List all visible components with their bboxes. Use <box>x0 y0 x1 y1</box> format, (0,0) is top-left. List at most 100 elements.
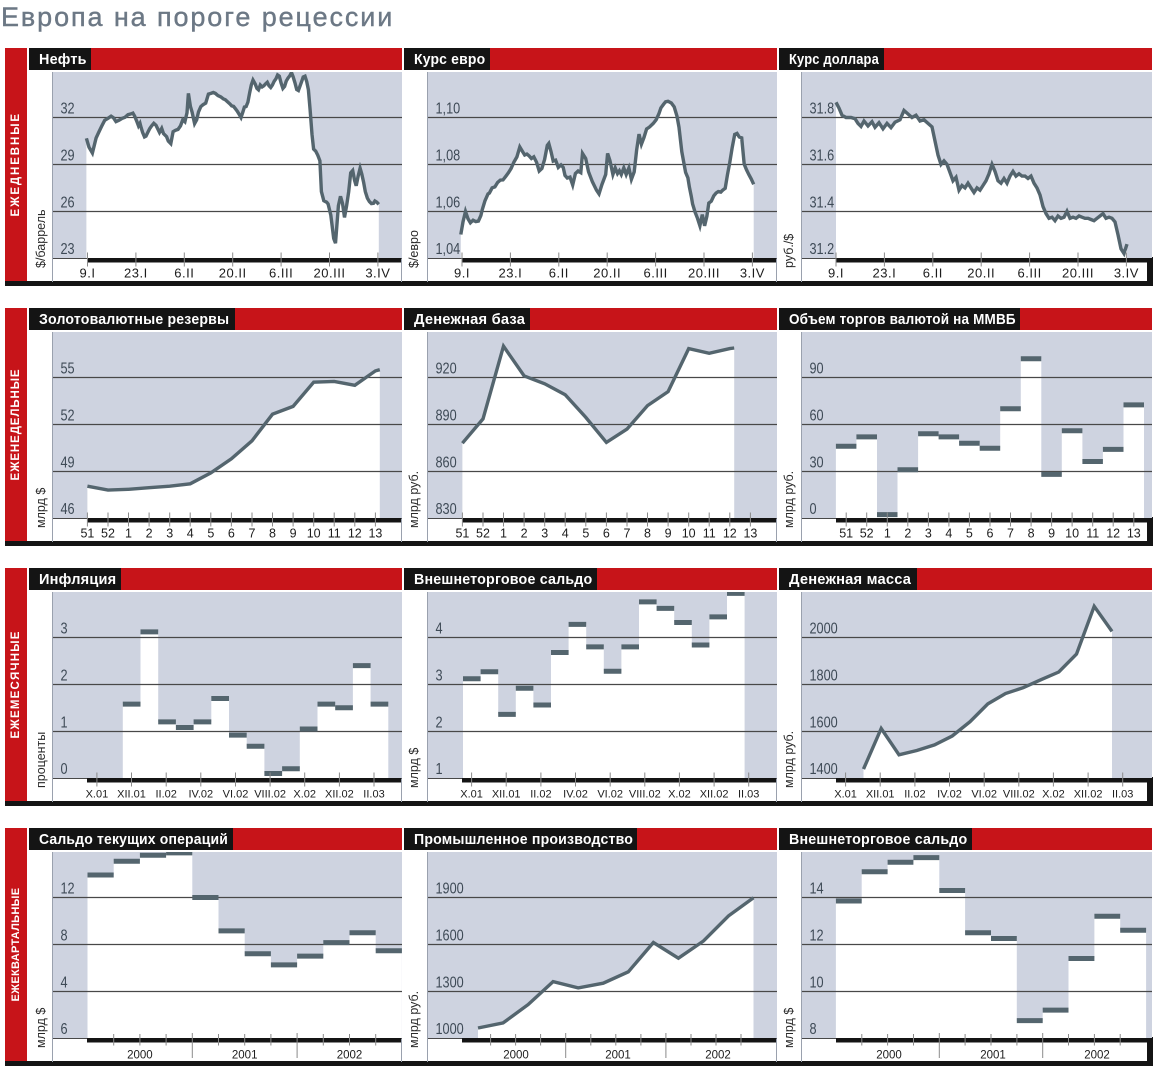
svg-text:9.I: 9.I <box>828 266 844 281</box>
svg-text:23: 23 <box>61 241 75 258</box>
svg-text:6.III: 6.III <box>644 266 668 281</box>
svg-text:4: 4 <box>187 527 194 541</box>
svg-text:II.02: II.02 <box>155 789 176 801</box>
svg-text:20.III: 20.III <box>688 266 720 281</box>
svg-text:8: 8 <box>810 1021 817 1038</box>
svg-text:X.02: X.02 <box>293 789 316 801</box>
svg-text:23.I: 23.I <box>124 266 148 281</box>
svg-text:23.I: 23.I <box>499 266 523 281</box>
svg-text:13: 13 <box>1127 527 1141 541</box>
svg-text:3: 3 <box>925 527 932 541</box>
svg-text:60: 60 <box>810 407 824 424</box>
svg-text:X.02: X.02 <box>1042 789 1065 801</box>
svg-text:23.I: 23.I <box>873 266 897 281</box>
svg-text:2000: 2000 <box>876 1050 902 1062</box>
svg-text:1400: 1400 <box>810 761 838 778</box>
svg-text:VI.02: VI.02 <box>223 789 249 801</box>
svg-text:2000: 2000 <box>127 1050 153 1062</box>
svg-text:29: 29 <box>61 147 75 164</box>
svg-text:8: 8 <box>644 527 651 541</box>
svg-text:11: 11 <box>328 527 341 541</box>
svg-text:20.III: 20.III <box>314 266 346 281</box>
svg-text:1: 1 <box>61 714 68 731</box>
svg-text:3.IV: 3.IV <box>740 266 765 281</box>
svg-text:1: 1 <box>500 527 507 541</box>
svg-text:VIII.02: VIII.02 <box>1003 789 1035 801</box>
svg-text:49: 49 <box>61 454 75 471</box>
svg-text:8: 8 <box>61 927 68 944</box>
svg-text:2002: 2002 <box>705 1050 731 1062</box>
svg-text:1600: 1600 <box>436 927 464 944</box>
svg-text:26: 26 <box>61 194 75 211</box>
svg-text:9.I: 9.I <box>80 266 96 281</box>
svg-text:6: 6 <box>228 527 235 541</box>
svg-text:51: 51 <box>80 527 94 541</box>
svg-text:830: 830 <box>436 501 457 518</box>
svg-text:12: 12 <box>348 527 362 541</box>
svg-text:52: 52 <box>61 407 75 424</box>
svg-text:2: 2 <box>61 667 68 684</box>
svg-text:7: 7 <box>1007 527 1014 541</box>
svg-text:52: 52 <box>476 527 490 541</box>
svg-text:5: 5 <box>582 527 589 541</box>
svg-text:11: 11 <box>1086 527 1099 541</box>
svg-text:30: 30 <box>810 454 824 471</box>
svg-text:4: 4 <box>562 527 569 541</box>
svg-text:1900: 1900 <box>436 880 464 897</box>
svg-text:II.02: II.02 <box>904 789 925 801</box>
svg-text:4: 4 <box>436 620 443 637</box>
svg-text:31.2: 31.2 <box>810 241 835 258</box>
svg-text:13: 13 <box>743 527 757 541</box>
svg-text:920: 920 <box>436 360 457 377</box>
svg-text:32: 32 <box>61 100 75 117</box>
svg-text:1,10: 1,10 <box>436 100 461 117</box>
svg-text:IV.02: IV.02 <box>188 789 213 801</box>
svg-text:1,04: 1,04 <box>436 241 461 258</box>
svg-text:31.8: 31.8 <box>810 100 835 117</box>
svg-text:II.03: II.03 <box>738 789 759 801</box>
svg-text:6.III: 6.III <box>1018 266 1042 281</box>
svg-text:9.I: 9.I <box>454 266 470 281</box>
svg-text:XII.01: XII.01 <box>492 789 521 801</box>
svg-text:1,06: 1,06 <box>436 194 461 211</box>
svg-text:20.II: 20.II <box>219 266 247 281</box>
svg-text:860: 860 <box>436 454 457 471</box>
svg-text:20.II: 20.II <box>593 266 621 281</box>
svg-text:90: 90 <box>810 360 824 377</box>
svg-text:890: 890 <box>436 407 457 424</box>
svg-text:20.II: 20.II <box>967 266 995 281</box>
svg-text:1,08: 1,08 <box>436 147 461 164</box>
svg-text:X.01: X.01 <box>834 789 857 801</box>
svg-text:6.II: 6.II <box>923 266 943 281</box>
svg-text:5: 5 <box>207 527 214 541</box>
svg-text:13: 13 <box>368 527 382 541</box>
svg-text:1: 1 <box>884 527 891 541</box>
svg-text:6.II: 6.II <box>549 266 569 281</box>
svg-text:12: 12 <box>810 927 824 944</box>
svg-text:2001: 2001 <box>980 1050 1006 1062</box>
svg-text:6.II: 6.II <box>174 266 194 281</box>
svg-text:II.03: II.03 <box>363 789 384 801</box>
svg-text:55: 55 <box>61 360 75 377</box>
svg-text:46: 46 <box>61 501 75 518</box>
svg-text:1000: 1000 <box>436 1021 464 1038</box>
svg-text:11: 11 <box>703 527 716 541</box>
svg-text:3: 3 <box>61 620 68 637</box>
svg-text:2002: 2002 <box>337 1050 363 1062</box>
svg-text:52: 52 <box>860 527 874 541</box>
svg-text:XII.01: XII.01 <box>117 789 146 801</box>
svg-text:1: 1 <box>436 761 443 778</box>
svg-text:52: 52 <box>101 527 115 541</box>
svg-text:2002: 2002 <box>1084 1050 1110 1062</box>
svg-text:1300: 1300 <box>436 974 464 991</box>
svg-text:II.03: II.03 <box>1112 789 1133 801</box>
svg-text:9: 9 <box>665 527 672 541</box>
svg-text:XII.02: XII.02 <box>325 789 354 801</box>
svg-text:6.III: 6.III <box>269 266 293 281</box>
svg-text:1: 1 <box>125 527 132 541</box>
svg-text:XII.02: XII.02 <box>1074 789 1103 801</box>
svg-text:X.01: X.01 <box>86 789 109 801</box>
svg-text:2000: 2000 <box>810 620 838 637</box>
svg-text:XII.01: XII.01 <box>866 789 895 801</box>
svg-text:3: 3 <box>541 527 548 541</box>
